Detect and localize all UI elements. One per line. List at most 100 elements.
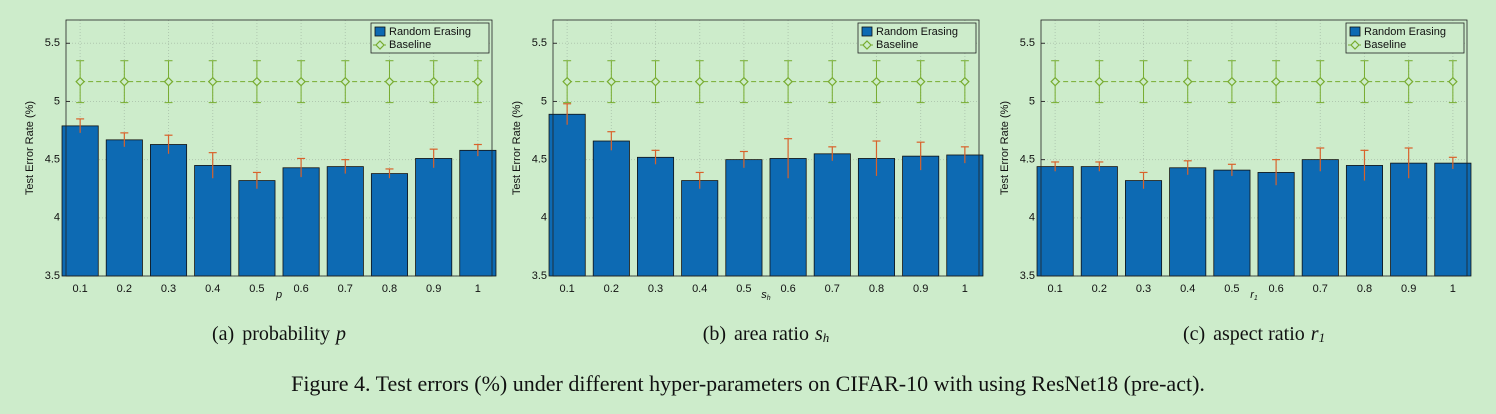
- x-tick-label: 0.4: [692, 283, 707, 295]
- y-tick-label: 5: [54, 95, 60, 107]
- error-bar: [784, 138, 793, 179]
- legend-label: Baseline: [1364, 39, 1406, 51]
- bar: [1345, 165, 1383, 277]
- bar: [1125, 180, 1163, 277]
- x-axis-label-var: s: [761, 289, 767, 301]
- legend-label: Random Erasing: [876, 26, 958, 38]
- x-tick-label: 0.8: [382, 283, 397, 295]
- error-bar: [385, 168, 394, 179]
- error-bar: [960, 146, 969, 164]
- baseline-marker: [1094, 76, 1105, 87]
- y-tick-label: 4.5: [1020, 154, 1035, 166]
- bar: [813, 153, 851, 277]
- baseline-marker: [827, 76, 838, 87]
- x-tick-label: 0.7: [1313, 283, 1328, 295]
- baseline-marker: [650, 76, 661, 87]
- x-tick-label: 0.6: [1268, 283, 1283, 295]
- error-bar: [651, 149, 660, 165]
- sub-caption-label: (a): [212, 323, 234, 345]
- bar: [326, 166, 364, 277]
- y-tick-label: 4: [541, 212, 547, 224]
- x-tick-label: 1: [475, 283, 481, 295]
- x-axis-label: r1: [1250, 289, 1258, 302]
- figure-caption: Figure 4. Test errors (%) under differen…: [291, 371, 1205, 396]
- bar: [1036, 166, 1074, 277]
- baseline-marker: [1050, 76, 1060, 87]
- bar: [902, 155, 940, 277]
- sub-caption-var: s: [815, 323, 823, 345]
- error-bar: [872, 140, 881, 176]
- x-tick-label: 0.6: [293, 283, 308, 295]
- bar: [194, 165, 232, 277]
- legend-marker: [375, 40, 385, 50]
- bar: [725, 159, 763, 277]
- y-tick-label: 3.5: [1020, 270, 1035, 282]
- bar: [61, 125, 99, 277]
- y-tick-label: 5: [1029, 95, 1035, 107]
- error-bar: [164, 134, 173, 154]
- x-tick-label: 0.9: [913, 283, 928, 295]
- x-tick-label: 0.3: [161, 283, 176, 295]
- error-bar: [1316, 147, 1325, 172]
- bar: [1080, 166, 1118, 277]
- baseline-marker: [1271, 76, 1281, 87]
- baseline-marker: [340, 76, 351, 87]
- x-tick-label: 1: [1450, 283, 1456, 295]
- axes-frame: [552, 19, 980, 277]
- x-tick-label: 0.5: [1224, 283, 1239, 295]
- y-tick-label: 5: [541, 95, 547, 107]
- x-axis-label: p: [275, 289, 282, 301]
- baseline-marker: [384, 76, 395, 87]
- baseline-marker: [252, 76, 262, 87]
- baseline-marker: [871, 76, 882, 87]
- bar: [1257, 172, 1295, 277]
- x-tick-label: 0.2: [1092, 283, 1107, 295]
- y-tick-label: 4: [54, 212, 60, 224]
- legend-swatch: [1349, 26, 1361, 37]
- error-bar: [1139, 171, 1148, 189]
- baseline-marker: [915, 76, 926, 87]
- error-bar: [563, 103, 572, 125]
- legend-swatch: [374, 26, 386, 37]
- x-tick-label: 0.4: [1180, 283, 1195, 295]
- error-bar: [120, 132, 129, 147]
- sub-caption: (a) probability p: [212, 323, 346, 345]
- bar: [370, 173, 408, 277]
- x-tick-label: 0.9: [1401, 283, 1416, 295]
- bar: [1390, 162, 1428, 277]
- legend-label: Baseline: [876, 39, 918, 51]
- error-bar: [252, 171, 261, 189]
- error-bar: [1183, 160, 1192, 175]
- bar: [548, 113, 586, 277]
- bar: [459, 149, 497, 277]
- error-bar: [1272, 159, 1281, 186]
- x-tick-label: 0.7: [825, 283, 840, 295]
- error-bar: [297, 157, 306, 178]
- y-tick-label: 3.5: [532, 270, 547, 282]
- sub-caption-sub: h: [823, 330, 830, 345]
- legend-marker: [862, 40, 872, 50]
- y-tick-label: 4.5: [532, 154, 547, 166]
- x-tick-label: 0.1: [559, 283, 574, 295]
- error-bar: [916, 141, 925, 171]
- error-bar: [1095, 161, 1104, 172]
- legend-swatch: [861, 26, 873, 37]
- bar: [150, 144, 188, 277]
- bar: [592, 140, 630, 277]
- error-bar: [429, 148, 438, 168]
- x-tick-label: 0.8: [869, 283, 884, 295]
- x-tick-label: 0.9: [426, 283, 441, 295]
- legend-label: Random Erasing: [1364, 26, 1446, 38]
- error-bar: [473, 143, 482, 157]
- bar: [946, 154, 984, 277]
- baseline-marker: [296, 76, 306, 87]
- sub-caption-sub: 1: [1319, 330, 1326, 345]
- y-tick-label: 5.5: [1020, 37, 1035, 49]
- axes-frame: [1040, 19, 1468, 277]
- error-bar: [739, 150, 748, 168]
- x-axis-label-var: r: [1250, 289, 1255, 301]
- sub-caption: (c) aspect ratio r1: [1183, 323, 1325, 345]
- bar: [282, 167, 320, 277]
- baseline-marker: [694, 76, 705, 87]
